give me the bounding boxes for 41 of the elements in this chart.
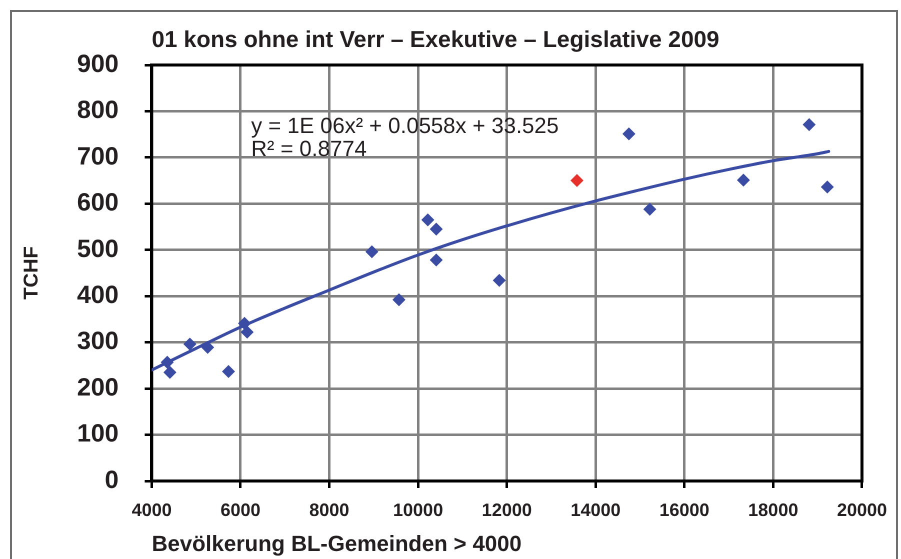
point [820,180,834,194]
y-tick-label: 800 [76,96,119,124]
y-axis-title: TCHF [20,246,43,300]
y-tick-label: 600 [76,188,119,217]
x-tick-label: 4000 [132,500,172,520]
point [183,338,196,351]
point [430,254,443,267]
y-tick-label: 300 [76,327,119,356]
point [392,293,406,306]
y-tick-label: 500 [76,234,119,263]
point [492,274,506,287]
x-tick-label: 8000 [309,500,350,520]
point [736,174,750,187]
point [238,316,251,330]
x-tick-label: 20000 [836,500,888,520]
point [802,118,816,132]
x-tick-label: 12000 [482,500,532,520]
point [365,245,378,258]
point [622,127,636,140]
x-tick-label: 18000 [748,500,798,520]
x-tick-label: 10000 [393,500,444,520]
point [240,326,254,339]
y-tick-label: 900 [76,50,119,78]
point [222,364,236,378]
point [430,222,443,236]
y-tick-label: 400 [76,281,119,309]
chart-title: 01 kons ohne int Verr – Exekutive – Legislative 2009 [152,26,720,52]
y-tick-label: 700 [76,142,119,170]
point [160,356,174,369]
x-axis-title: Bevölkerung BL-Gemeinden > 4000 [152,531,522,556]
y-tick-label: 200 [76,373,119,402]
y-tick-label: 0 [104,466,119,494]
x-tick-label: 16000 [659,500,710,520]
x-tick-label: 14000 [570,500,621,520]
x-tick-label: 6000 [220,500,261,520]
point [570,174,584,188]
point [201,340,214,354]
point [163,366,176,379]
y-tick-label: 100 [76,420,119,448]
point [643,202,656,216]
point [421,213,434,226]
